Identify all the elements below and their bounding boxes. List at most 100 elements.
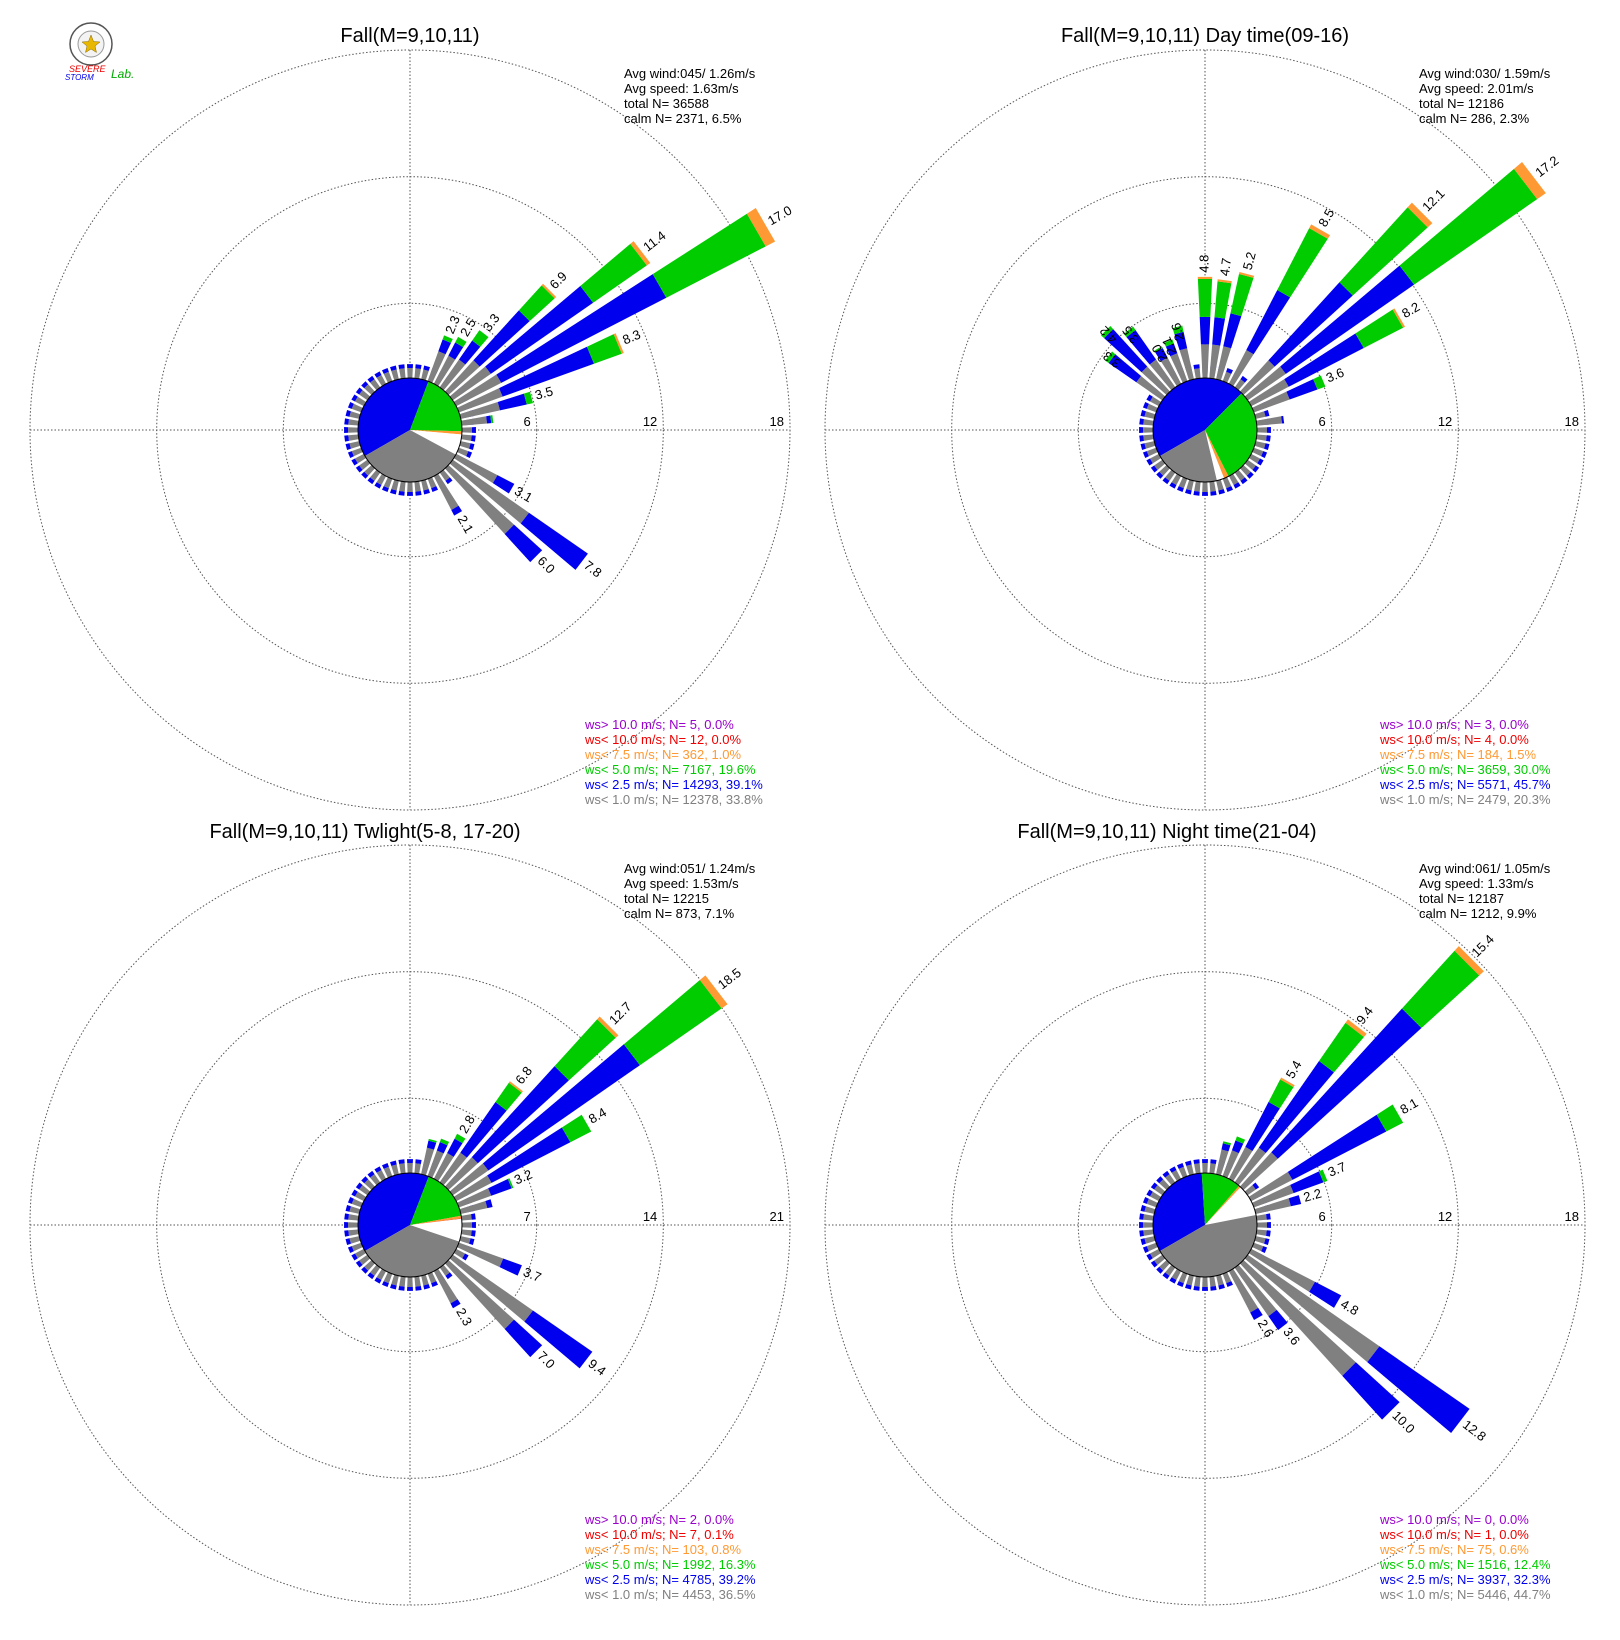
petal-segment-lt2_5: [496, 274, 667, 383]
petal-minor: [1156, 1176, 1170, 1190]
petal-minor: [1256, 427, 1271, 433]
petal: [449, 459, 588, 570]
petal-segment-lt1: [1194, 1163, 1201, 1174]
petal-segment-lt1: [1256, 1222, 1267, 1228]
petal-segment-lt1: [359, 1254, 371, 1265]
petal-segment-lt2_5: [487, 1127, 571, 1183]
petal-segment-lt2_5: [471, 1222, 476, 1228]
petal-segment-lt2_5: [1199, 316, 1211, 345]
petal-segment-lt2_5: [471, 1213, 476, 1220]
petal-segment-lt2_5: [361, 471, 369, 479]
pie-slice-lt1: [1159, 1215, 1257, 1277]
petal-segment-lt2_5: [344, 1222, 349, 1228]
petal-segment-lt2_5: [1226, 367, 1233, 374]
petal-segment-lt2_5: [1266, 1213, 1271, 1220]
petal-segment-lt1: [1143, 1222, 1154, 1228]
petal-minor: [390, 365, 399, 381]
logo-star-icon: [81, 34, 101, 54]
petal: [449, 241, 651, 401]
petal-segment-lt1: [407, 368, 413, 379]
petal-segment-lt1: [364, 465, 375, 476]
petal-segment-lt2_5: [355, 1260, 363, 1268]
petal-segment-lt2_5: [1150, 1260, 1158, 1268]
petal: [453, 208, 776, 407]
speed-pie: [357, 377, 463, 483]
petal-segment-lt5: [1230, 274, 1254, 317]
petal-minor: [1222, 1272, 1233, 1288]
petal-minor: [1244, 1182, 1260, 1196]
petal: [1216, 271, 1255, 381]
petal-segment-lt5: [1214, 281, 1232, 319]
petal-segment-lt2_5: [458, 340, 481, 365]
petal-minor: [344, 1222, 359, 1228]
petal-segment-lt1: [370, 1174, 381, 1186]
petal-segment-lt2_5: [1169, 1166, 1177, 1173]
petal: [1228, 1268, 1263, 1320]
petal-minor: [1256, 1213, 1271, 1221]
petal-minor: [1139, 434, 1154, 442]
petal-segment-lt2_5: [1309, 1281, 1342, 1308]
petal-minor: [1252, 1242, 1268, 1253]
petal-minor: [1139, 427, 1154, 433]
petal-segment-lt1: [1256, 1214, 1267, 1221]
petal: [1248, 1104, 1404, 1202]
petal-minor: [374, 1166, 387, 1182]
petal-value-label: 2.2: [1302, 1186, 1323, 1205]
petal-segment-lt2_5: [374, 371, 382, 378]
petal-segment-lt5: [1339, 207, 1428, 296]
petal-minor: [1169, 1268, 1182, 1284]
petal: [433, 473, 463, 516]
petal-value-label: 9.4: [1353, 1004, 1376, 1027]
petal-segment-lt2_5: [407, 1286, 413, 1291]
petal-segment-lt2_5: [1240, 477, 1248, 485]
petal: [1252, 375, 1326, 413]
petal-segment-lt2_5: [1156, 1176, 1164, 1184]
petal-segment-lt5: [561, 1114, 592, 1143]
petal: [433, 336, 467, 387]
stats-line: Avg wind:030/ 1.59m/s: [1419, 66, 1551, 81]
petal-segment-lt2_5: [1271, 1008, 1422, 1159]
petal-minor: [344, 434, 359, 442]
petal-minor: [361, 1260, 375, 1274]
legend-entry-gt10: ws> 10.0 m/s; N= 0, 0.0%: [1379, 1512, 1529, 1527]
petal-value-label: 2.1: [455, 513, 477, 536]
petal-segment-lt1: [1244, 1185, 1256, 1196]
petal-minor: [367, 1170, 381, 1186]
petal-minor: [355, 1182, 371, 1196]
pie-outline: [357, 377, 463, 483]
petal-segment-lt1: [1240, 1260, 1356, 1376]
petal-minor: [1209, 1159, 1217, 1174]
petal-value-label: 3.1: [512, 483, 535, 505]
panel-title: Fall(M=9,10,11): [340, 25, 479, 47]
petal-segment-lt5: [1319, 1022, 1364, 1073]
petal-segment-lt2_5: [344, 435, 349, 442]
petal-minor: [398, 481, 406, 496]
petal-segment-lt1: [1252, 391, 1290, 413]
petal-segment-lt2_5: [347, 1197, 354, 1204]
petal-segment-lt5: [1318, 1169, 1328, 1183]
stats-line: Avg speed: 1.33m/s: [1419, 876, 1534, 891]
petal-segment-lt1: [433, 1268, 458, 1304]
petal-segment-lt1: [354, 1191, 367, 1202]
petal-segment-lt2_5: [497, 393, 527, 411]
petal-segment-lt1: [359, 390, 371, 401]
petal-segment-lt2_5: [1281, 415, 1285, 424]
petal-segment-lt2_5: [1146, 394, 1153, 402]
petal-minor: [367, 469, 381, 485]
petal-segment-lt1: [376, 374, 387, 387]
petal-segment-lt1: [1244, 1254, 1380, 1363]
petal: [453, 453, 515, 494]
legend-entry-lt2_5: ws< 2.5 m/s; N= 5571, 45.7%: [1379, 777, 1551, 792]
petal-segment-lt1: [1216, 1274, 1224, 1286]
petal-segment-lt1: [407, 1276, 413, 1287]
petal-segment-lt1: [421, 369, 429, 381]
petal-segment-lt2_5: [382, 367, 389, 374]
petal-segment-lt5: [1355, 309, 1404, 349]
petal-minor: [1193, 364, 1201, 379]
petal-segment-lt7_5: [1309, 224, 1331, 239]
petal-value-label: 3.5: [533, 383, 554, 402]
petal-value-label: 2.6: [1168, 321, 1187, 342]
petal: [1209, 279, 1232, 379]
petal-segment-lt1: [383, 1272, 393, 1284]
petal-segment-lt1: [1146, 1198, 1158, 1208]
